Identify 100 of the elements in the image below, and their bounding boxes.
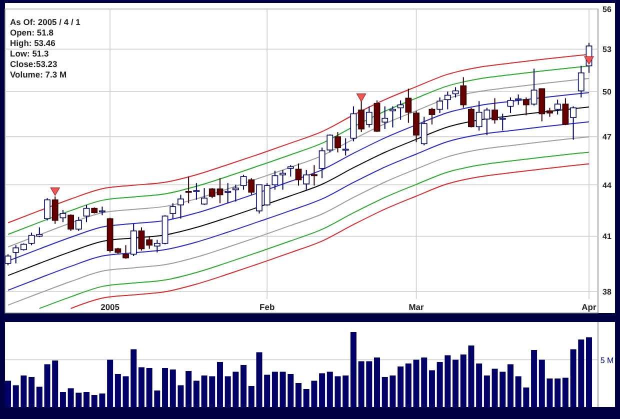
annotation: Close:53.23 xyxy=(10,59,58,69)
candlestick xyxy=(318,147,326,179)
candlestick xyxy=(530,68,538,106)
bar xyxy=(350,332,356,407)
candlestick xyxy=(193,182,200,200)
candlestick xyxy=(492,98,498,124)
candlestick xyxy=(554,99,561,116)
bar xyxy=(405,364,412,407)
candlestick xyxy=(232,184,239,202)
candlestick xyxy=(428,107,436,125)
candlestick xyxy=(178,194,184,220)
bar xyxy=(264,374,270,407)
candlestick xyxy=(295,163,302,186)
bar xyxy=(452,360,459,407)
candlestick xyxy=(75,216,82,232)
y-tick-label: 53 xyxy=(602,45,612,54)
candlestick xyxy=(382,106,388,130)
line-series xyxy=(8,106,590,276)
bar xyxy=(296,383,302,407)
bar xyxy=(272,372,278,407)
candlestick xyxy=(334,132,341,153)
candlestick xyxy=(436,96,444,114)
bar xyxy=(186,371,192,407)
bar xyxy=(114,374,121,407)
bar xyxy=(240,365,247,407)
point xyxy=(50,188,60,196)
candlestick xyxy=(326,134,334,153)
candlestick xyxy=(201,188,208,206)
candlestick xyxy=(468,107,474,128)
bar xyxy=(531,350,538,407)
bar xyxy=(36,386,42,407)
candlestick xyxy=(280,169,286,190)
bar xyxy=(507,364,514,407)
candlestick xyxy=(420,116,428,146)
bar xyxy=(476,364,482,407)
candlestick xyxy=(185,176,192,204)
bar xyxy=(586,337,592,407)
annotation: Volume: 7.3 M xyxy=(10,70,67,80)
x-tick-label: Apr xyxy=(582,302,598,312)
candlestick xyxy=(562,98,569,126)
bar xyxy=(554,378,561,407)
candlestick xyxy=(390,106,396,128)
candlestick xyxy=(272,170,278,190)
candlestick xyxy=(287,164,294,178)
annotation: High: 53.46 xyxy=(10,38,56,48)
candlestick xyxy=(60,210,66,223)
candlestick xyxy=(240,174,247,190)
candlestick xyxy=(170,202,176,220)
y-tick-label: 44 xyxy=(602,180,612,190)
x-tick-label: 2005 xyxy=(100,302,120,312)
point xyxy=(584,56,594,65)
y-tick-label: 47 xyxy=(602,132,612,142)
candlestick xyxy=(248,178,255,196)
ref-line-label: 5 M xyxy=(600,356,614,365)
candlestick xyxy=(44,198,50,221)
bar xyxy=(28,377,35,407)
bar xyxy=(484,376,490,407)
bar xyxy=(60,392,66,407)
candlestick xyxy=(130,223,137,257)
bar xyxy=(562,378,568,407)
candlestick xyxy=(397,100,404,120)
bar xyxy=(84,392,90,407)
annotation: Low: 51.3 xyxy=(10,48,50,58)
bar xyxy=(374,358,380,407)
y-tick-label: 41 xyxy=(602,232,612,242)
annotation: Open: 51.8 xyxy=(10,28,54,38)
bar xyxy=(138,367,144,407)
candlestick xyxy=(444,91,451,110)
bar xyxy=(5,380,11,407)
candlestick xyxy=(460,76,467,108)
bar xyxy=(162,368,168,407)
candlestick xyxy=(578,65,584,98)
candlestick xyxy=(413,110,420,143)
bar xyxy=(319,373,326,407)
candlestick xyxy=(83,204,90,223)
candlestick xyxy=(311,164,318,186)
bar xyxy=(216,362,223,407)
candlestick xyxy=(452,86,459,98)
candlestick xyxy=(522,96,530,116)
candlestick xyxy=(52,196,58,224)
x-tick-label: Mar xyxy=(408,302,425,312)
bar xyxy=(428,370,435,407)
candlestick xyxy=(303,169,310,190)
candlestick xyxy=(405,88,412,124)
x-tick-label: Feb xyxy=(260,302,275,312)
candlestick xyxy=(366,106,372,128)
line-series xyxy=(8,121,590,291)
bar xyxy=(193,380,200,407)
point xyxy=(356,94,366,102)
bar xyxy=(326,372,333,407)
y-tick-label: 38 xyxy=(602,288,612,297)
y-tick-label: 56 xyxy=(602,5,612,14)
y-tick-label: 50 xyxy=(602,88,612,97)
candlestick xyxy=(122,244,129,260)
candlestick xyxy=(68,214,74,232)
annotation: As Of: 2005 / 4 / 1 xyxy=(10,17,81,27)
bar xyxy=(398,366,404,407)
candlestick xyxy=(224,182,232,204)
bar xyxy=(107,360,114,407)
candlestick xyxy=(570,106,576,140)
